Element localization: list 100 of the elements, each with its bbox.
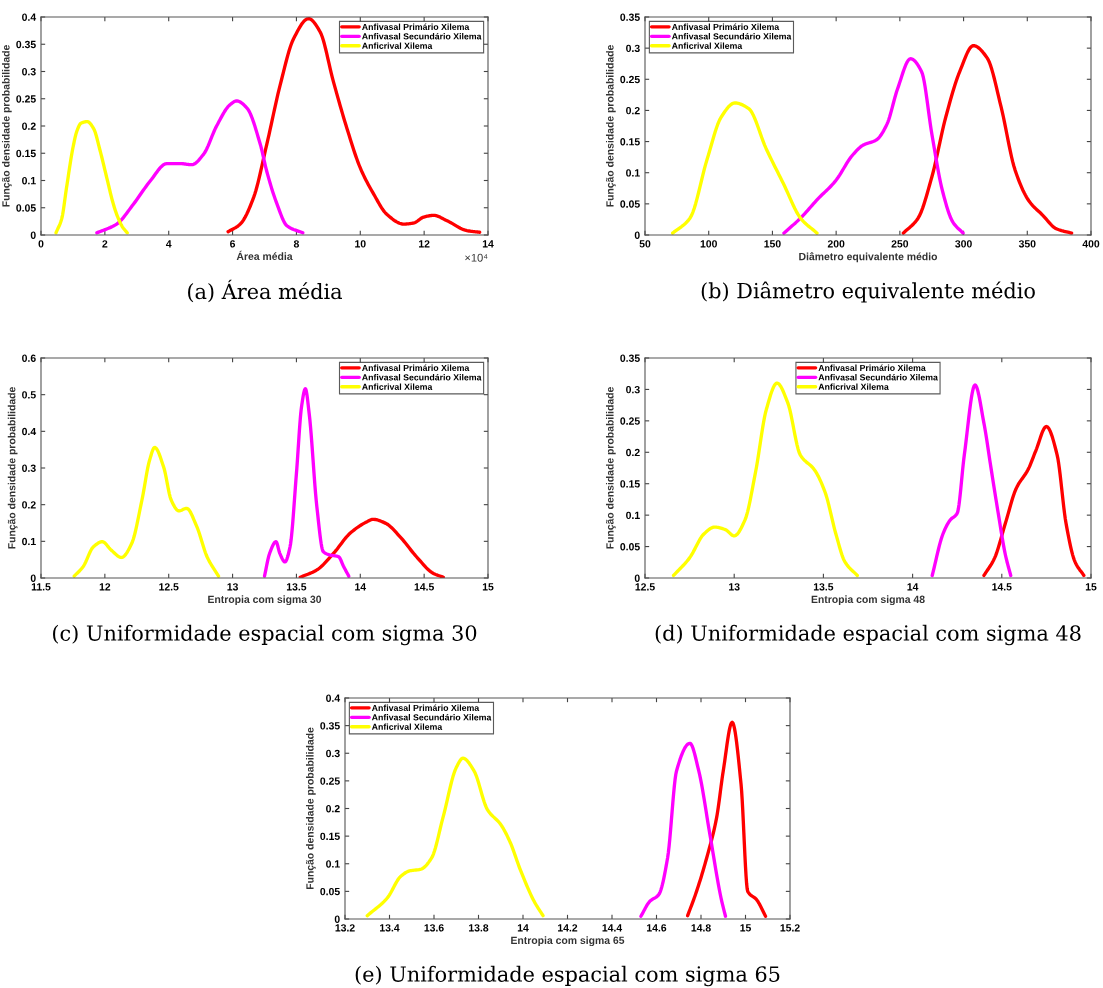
legend-label: Anfivasal Secundário Xilema (371, 713, 492, 721)
x-tick-label: 11.5 (31, 583, 51, 591)
x-tick-label: 14.6 (647, 924, 667, 932)
x-tick-label: 10 (355, 240, 366, 248)
x-tick-label: 300 (955, 240, 972, 248)
y-tick-label: 0.4 (22, 13, 37, 21)
legend-label: Anficrival Xilema (671, 42, 743, 49)
x-tick-label: 13.4 (380, 924, 400, 932)
legend-label: Anfivasal Primário Xilema (371, 704, 480, 711)
y-tick-label: 0.1 (626, 169, 640, 177)
y-tick-label: 0.2 (626, 106, 640, 115)
x-axis-title: Diâmetro equivalente médio (799, 252, 938, 263)
y-axis-title: Função densidade probabilidade (605, 45, 616, 207)
legend-label: Anfivasal Secundário Xilema (671, 32, 792, 40)
y-tick-label: 0.25 (16, 95, 36, 103)
x-tick-label: 13.6 (424, 924, 444, 932)
x-tick-label: 350 (1018, 240, 1036, 248)
legend-label: Anfivasal Secundário Xilema (362, 373, 482, 381)
y-axis-title: Função densidade probabilidade (605, 387, 616, 549)
y-tick-label: 0.2 (626, 448, 640, 457)
y-tick-label: 0.3 (22, 464, 36, 472)
y-tick-label: 0.3 (626, 385, 640, 394)
y-tick-label: 0.15 (16, 149, 36, 158)
legend-label: Anfivasal Primário Xilema (362, 364, 470, 371)
y-tick-label: 0 (634, 231, 640, 239)
y-tick-label: 0.25 (620, 75, 640, 84)
x-tick-label: 14.8 (691, 924, 711, 932)
y-tick-label: 0.4 (22, 427, 37, 436)
x-tick-label: 13.5 (286, 583, 307, 591)
y-tick-label: 0.35 (320, 722, 340, 730)
legend-label: Anficrival Xilema (362, 383, 433, 390)
text: (c) Uniformidade espacial com sigma 30 (53, 624, 477, 646)
x-tick-label: 14.5 (992, 583, 1012, 591)
y-tick-label: 0.25 (620, 417, 640, 425)
x-tick-label: 200 (827, 240, 845, 248)
legend-label: Anfivasal Secundário Xilema (362, 32, 482, 40)
y-tick-label: 0.1 (626, 511, 640, 520)
y-tick-label: 0.35 (620, 354, 640, 362)
x-tick-label: 13.5 (813, 583, 834, 591)
legend-label: Anficrival Xilema (818, 383, 889, 390)
y-tick-label: 0.05 (620, 200, 640, 208)
y-tick-label: 0.35 (620, 13, 640, 21)
x-tick-label: 12 (99, 583, 111, 591)
y-tick-label: 0.3 (626, 44, 640, 53)
x-axis-title: Entropia com sigma 48 (811, 595, 925, 606)
legend-label: Anfivasal Primário Xilema (362, 23, 470, 30)
x-tick-label: 2 (102, 240, 108, 248)
y-axis-title: Função densidade probabilidade (1, 45, 12, 207)
x-tick-label: 14 (355, 583, 367, 591)
y-axis-title: Função densidade probabilidade (305, 727, 316, 890)
x-tick-label: 14 (482, 240, 494, 248)
y-tick-label: 0 (30, 574, 36, 582)
y-tick-label: 0.2 (22, 501, 36, 509)
y-tick-label: 0.35 (16, 40, 36, 49)
text: (b) Diâmetro equivalente médio (701, 281, 1035, 303)
x-tick-label: 50 (639, 240, 651, 248)
legend-label: Anficrival Xilema (371, 723, 443, 730)
x-tick-label: 13.2 (335, 924, 355, 932)
x-axis-title: Área média (236, 250, 293, 260)
y-tick-label: 0 (334, 915, 340, 923)
x-axis-title: Entropia com sigma 65 (511, 936, 625, 947)
x-tick-label: 150 (764, 240, 781, 248)
y-tick-label: 0.3 (326, 749, 340, 758)
x-tick-label: 13 (227, 583, 238, 591)
y-tick-label: 0.5 (22, 391, 36, 399)
legend-label: Anfivasal Primário Xilema (671, 23, 780, 30)
x-tick-label: 15 (482, 583, 494, 591)
y-tick-label: 0.05 (16, 204, 36, 212)
x-tick-label: 14 (517, 924, 529, 932)
y-tick-label: 0 (30, 231, 36, 239)
text: (d) Uniformidade espacial com sigma 48 (655, 624, 1081, 646)
text: ×10⁴ (465, 253, 488, 262)
y-tick-label: 0.15 (320, 832, 340, 840)
x-tick-label: 15 (740, 924, 751, 932)
legend-label: Anfivasal Secundário Xilema (818, 373, 938, 381)
x-tick-label: 15.2 (780, 924, 800, 932)
y-tick-label: 0.1 (326, 860, 340, 868)
x-tick-label: 14.2 (558, 924, 578, 932)
legend-label: Anfivasal Primário Xilema (818, 364, 926, 371)
x-tick-label: 6 (230, 240, 236, 248)
y-tick-label: 0.25 (320, 777, 340, 785)
x-tick-label: 8 (293, 240, 300, 248)
y-tick-label: 0.4 (326, 694, 341, 702)
y-tick-label: 0.15 (620, 138, 640, 146)
x-tick-label: 13 (729, 583, 740, 591)
x-tick-label: 12.5 (635, 583, 655, 591)
y-tick-label: 0.2 (326, 805, 340, 813)
x-tick-label: 100 (700, 240, 717, 248)
y-axis-title: Função densidade probabilidade (7, 387, 18, 549)
x-tick-label: 14 (907, 583, 919, 591)
x-tick-label: 250 (891, 240, 909, 248)
x-tick-label: 13.8 (469, 924, 489, 932)
x-tick-label: 15 (1085, 583, 1097, 591)
x-tick-label: 4 (165, 240, 172, 248)
x-tick-label: 0 (38, 240, 44, 248)
y-tick-label: 0.15 (620, 480, 640, 488)
y-tick-label: 0.05 (620, 543, 640, 551)
x-tick-label: 12 (419, 240, 430, 248)
x-axis-title: Entropia com sigma 30 (208, 595, 322, 606)
y-tick-label: 0.3 (22, 68, 36, 76)
